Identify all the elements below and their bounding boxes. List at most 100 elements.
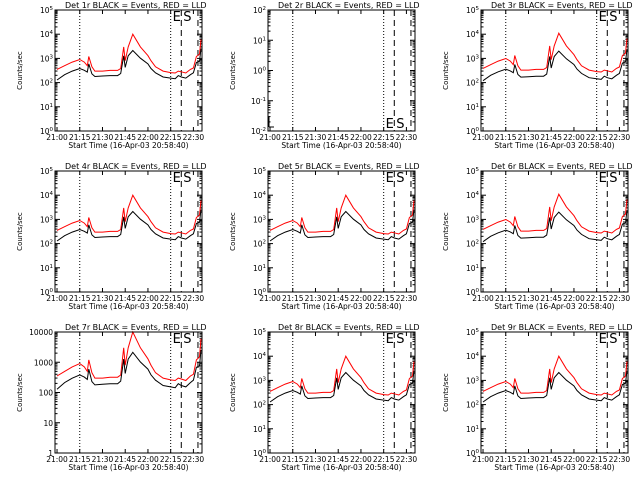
x-tick-label: 22:30 (609, 133, 631, 142)
y-tick-label: 1 (48, 449, 53, 458)
x-tick-label: 21:15 (495, 455, 517, 464)
y-tick-label: 103 (466, 215, 480, 224)
y-tick-label: 102 (253, 401, 266, 410)
x-tick-label: 22:00 (563, 294, 585, 303)
plot-frame (54, 9, 203, 132)
x-tick-label: 22:00 (563, 455, 585, 464)
y-tick-label: 100 (40, 127, 54, 136)
x-axis-label: Start Time (16-Apr-03 20:58:40) (68, 141, 188, 150)
events-series-line (269, 209, 415, 242)
x-tick-label: 22:00 (350, 133, 372, 142)
event-marker-e: E (173, 10, 181, 25)
x-tick-label: 21:45 (327, 455, 349, 464)
x-tick-label: 21:30 (305, 455, 327, 464)
y-tick-label: 100 (40, 288, 54, 297)
y-tick-label: 105 (466, 6, 480, 15)
x-tick-label: 21:45 (540, 294, 562, 303)
y-tick-label: 103 (253, 215, 267, 224)
y-tick-label: 10-1 (251, 97, 266, 106)
x-tick-label: 21:30 (518, 294, 540, 303)
event-marker-s: S (609, 10, 617, 25)
plot-frame (267, 9, 416, 132)
x-axis-label: Start Time (16-Apr-03 20:58:40) (68, 302, 188, 311)
x-tick-label: 22:15 (373, 455, 395, 464)
y-tick-label: 104 (253, 191, 267, 200)
y-tick-label: 103 (40, 215, 54, 224)
y-axis-label: Counts/sec (229, 51, 237, 90)
x-tick-label: 21:15 (495, 294, 517, 303)
x-axis-label: Start Time (16-Apr-03 20:58:40) (281, 302, 401, 311)
x-tick-label: 22:00 (137, 294, 159, 303)
x-tick-label: 21:45 (540, 133, 562, 142)
y-tick-label: 104 (466, 191, 480, 200)
x-tick-label: 21:15 (282, 294, 304, 303)
lld-series-line (482, 355, 628, 396)
panel-title: Det 5r BLACK = Events, RED = LLD (278, 162, 420, 171)
y-tick-label: 100 (466, 288, 480, 297)
event-marker-e: E (599, 171, 607, 186)
y-tick-label: 105 (466, 167, 480, 176)
x-tick-label: 22:15 (160, 455, 182, 464)
y-tick-label: 103 (466, 376, 480, 385)
y-axis-label: Counts/sec (16, 212, 24, 251)
panel-title: Det 7r BLACK = Events, RED = LLD (65, 323, 207, 332)
event-marker-e: E (386, 171, 394, 186)
y-tick-label: 103 (253, 376, 267, 385)
y-tick-label: 100 (466, 449, 480, 458)
x-tick-label: 22:15 (586, 455, 608, 464)
x-tick-label: 21:30 (305, 133, 327, 142)
y-tick-label: 102 (40, 240, 53, 249)
y-tick-label: 101 (466, 425, 479, 434)
y-tick-label: 100 (39, 389, 54, 398)
y-tick-label: 102 (466, 79, 479, 88)
plot-frame (54, 170, 203, 293)
x-tick-label: 21:45 (327, 133, 349, 142)
x-tick-label: 22:00 (137, 455, 159, 464)
x-tick-label: 22:15 (373, 133, 395, 142)
x-tick-label: 21:00 (259, 455, 281, 464)
y-axis-label: Counts/sec (229, 373, 237, 412)
x-tick-label: 21:15 (69, 294, 91, 303)
x-tick-label: 22:30 (183, 455, 205, 464)
event-marker-e: E (599, 332, 607, 347)
y-tick-label: 10000 (29, 328, 53, 337)
y-tick-label: 101 (40, 264, 53, 273)
x-tick-label: 22:15 (586, 294, 608, 303)
x-tick-label: 22:30 (609, 294, 631, 303)
x-tick-label: 22:30 (396, 294, 418, 303)
x-tick-label: 22:30 (183, 294, 205, 303)
detector-panel-2: Det 2r BLACK = Events, RED = LLD Counts/s… (229, 1, 420, 150)
x-tick-label: 21:45 (114, 455, 136, 464)
detector-panel-6: Det 6r BLACK = Events, RED = LLD Counts/s… (442, 162, 633, 311)
x-tick-label: 22:00 (350, 294, 372, 303)
x-tick-label: 21:45 (540, 455, 562, 464)
plot-frame (480, 9, 629, 132)
x-tick-label: 21:15 (282, 133, 304, 142)
y-tick-label: 105 (40, 167, 54, 176)
x-tick-label: 22:15 (373, 294, 395, 303)
y-tick-label: 105 (253, 328, 267, 337)
x-axis-label: Start Time (16-Apr-03 20:58:40) (494, 463, 614, 472)
event-marker-s: S (396, 117, 404, 132)
detector-panel-3: Det 3r BLACK = Events, RED = LLD Counts/s… (442, 1, 633, 150)
x-tick-label: 22:00 (563, 133, 585, 142)
y-tick-label: 102 (253, 240, 266, 249)
y-tick-label: 104 (466, 352, 480, 361)
lld-series-line (269, 194, 415, 235)
event-marker-s: S (609, 171, 617, 186)
event-marker-e: E (386, 117, 394, 132)
events-series-line (56, 209, 202, 242)
event-marker-s: S (183, 171, 191, 186)
y-tick-label: 105 (466, 328, 480, 337)
lld-series-line (269, 355, 415, 396)
x-tick-label: 21:00 (472, 294, 494, 303)
y-tick-label: 102 (466, 240, 479, 249)
y-tick-label: 105 (253, 167, 267, 176)
x-tick-label: 21:00 (259, 133, 281, 142)
event-marker-s: S (609, 332, 617, 347)
y-tick-label: 104 (466, 30, 480, 39)
x-tick-label: 21:00 (46, 455, 68, 464)
x-tick-label: 21:30 (92, 294, 114, 303)
events-series-line (56, 48, 202, 81)
y-tick-label: 102 (40, 79, 53, 88)
